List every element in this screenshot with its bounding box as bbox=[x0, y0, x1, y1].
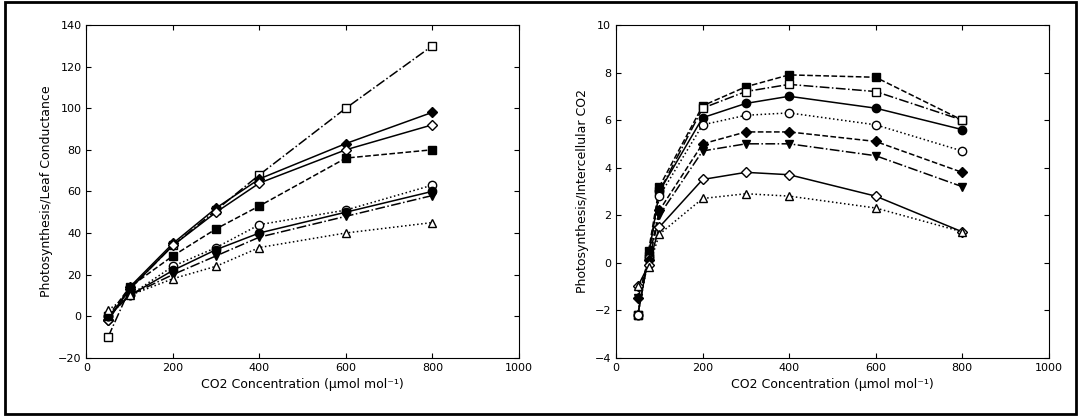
Y-axis label: Photosynthesis/Leaf Conductance: Photosynthesis/Leaf Conductance bbox=[40, 86, 53, 297]
X-axis label: CO2 Concentration (μmol mol⁻¹): CO2 Concentration (μmol mol⁻¹) bbox=[201, 378, 404, 391]
Y-axis label: Photosynthesis/Intercellular CO2: Photosynthesis/Intercellular CO2 bbox=[576, 89, 589, 293]
X-axis label: CO2 Concentration (μmol mol⁻¹): CO2 Concentration (μmol mol⁻¹) bbox=[731, 378, 934, 391]
